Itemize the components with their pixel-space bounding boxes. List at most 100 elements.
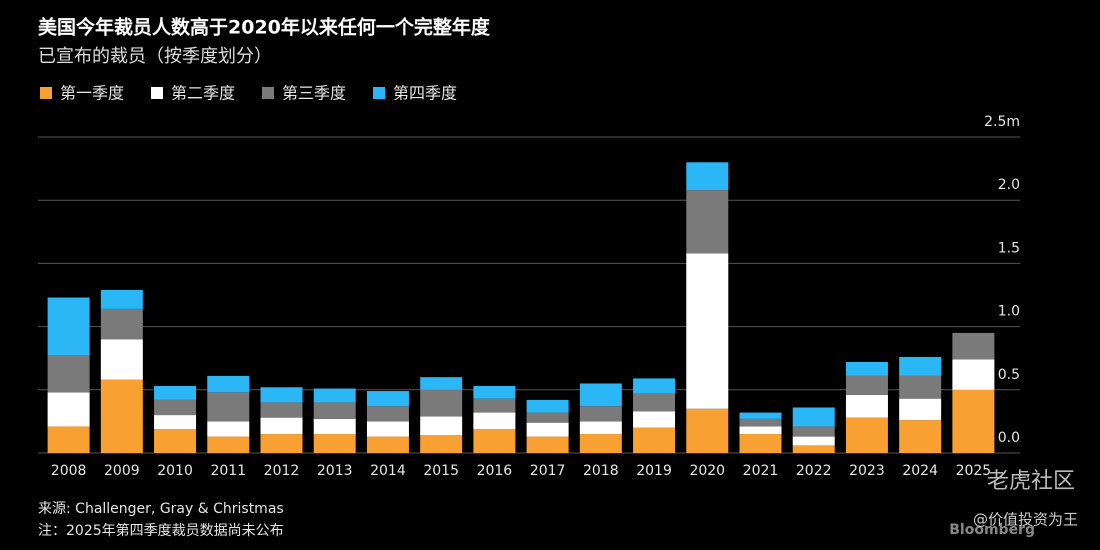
x-tick-label: 2013 xyxy=(317,463,353,479)
bar-segment xyxy=(526,436,569,453)
x-tick-label: 2018 xyxy=(583,463,619,479)
bar-segment xyxy=(473,412,516,429)
bar-segment xyxy=(739,418,782,427)
bar-segment xyxy=(899,356,942,376)
chart-title: 美国今年裁员人数高于2020年以来任何一个完整年度 xyxy=(38,16,491,39)
bar-segment xyxy=(260,434,303,453)
bar-segment xyxy=(366,436,409,453)
bar-segment xyxy=(154,415,197,429)
bar-segment xyxy=(313,402,356,419)
x-tick-label: 2019 xyxy=(636,463,672,479)
bar-segment xyxy=(792,426,835,437)
bar-segment xyxy=(579,406,622,422)
x-tick-label: 2021 xyxy=(743,463,779,479)
x-tick-label: 2016 xyxy=(477,463,513,479)
legend-label: 第一季度 xyxy=(60,84,124,103)
bar-segment xyxy=(952,359,995,390)
bar-segment xyxy=(420,389,463,417)
bar-segment xyxy=(313,418,356,435)
legend-label: 第二季度 xyxy=(171,84,235,103)
bar-segment xyxy=(686,190,729,254)
bar-segment xyxy=(100,379,143,453)
bar-segment xyxy=(420,377,463,390)
bar-segment xyxy=(845,394,888,418)
bar-segment xyxy=(739,434,782,453)
bar-segment xyxy=(686,408,729,453)
legend-label: 第三季度 xyxy=(282,84,346,103)
bar-segment xyxy=(313,388,356,403)
legend-swatch xyxy=(373,87,385,99)
bar-segment xyxy=(207,375,250,393)
bar-segment xyxy=(899,375,942,399)
bar-segment xyxy=(633,427,676,453)
bar-segment xyxy=(100,339,143,380)
bar-segment xyxy=(952,332,995,360)
bar-segment xyxy=(366,406,409,422)
x-tick-label: 2014 xyxy=(370,463,406,479)
bar-segment xyxy=(686,253,729,409)
bar-segment xyxy=(313,434,356,453)
bar-segment xyxy=(473,428,516,453)
legend-swatch xyxy=(40,87,52,99)
x-tick-label: 2025 xyxy=(956,463,992,479)
x-tick-label: 2009 xyxy=(104,463,140,479)
bar-segment xyxy=(420,435,463,453)
bar-segment xyxy=(579,421,622,435)
x-tick-label: 2020 xyxy=(689,463,725,479)
bar-segment xyxy=(579,434,622,453)
bar-segment xyxy=(473,386,516,399)
y-tick-label: 0.0 xyxy=(998,430,1020,446)
y-tick-label: 1.5 xyxy=(998,240,1020,256)
bar-segment xyxy=(47,392,90,427)
bar-segment xyxy=(686,162,729,191)
chart-subtitle: 已宣布的裁员（按季度划分） xyxy=(38,46,272,67)
y-tick-label: 1.0 xyxy=(998,304,1020,320)
bar-segment xyxy=(952,389,995,453)
credit: @价值投资为王 xyxy=(973,511,1078,529)
bar-segment xyxy=(154,386,197,400)
bar-segment xyxy=(633,378,676,394)
bar-segment xyxy=(845,375,888,395)
bar-segment xyxy=(845,417,888,453)
bar-segment xyxy=(739,426,782,435)
bar-segment xyxy=(207,421,250,437)
bar-segment xyxy=(260,417,303,435)
y-tick-label: 2.5m xyxy=(984,114,1020,130)
legend-swatch xyxy=(262,87,274,99)
bar-segment xyxy=(899,420,942,453)
bar-segment xyxy=(207,392,250,422)
bar-segment xyxy=(260,387,303,403)
bar-segment xyxy=(154,428,197,453)
bar-segment xyxy=(154,399,197,416)
bar-segment xyxy=(792,445,835,453)
legend-label: 第四季度 xyxy=(393,84,457,103)
bar-segment xyxy=(100,308,143,340)
x-tick-label: 2015 xyxy=(423,463,459,479)
legend-swatch xyxy=(151,87,163,99)
bar-segment xyxy=(473,398,516,413)
bar-segment xyxy=(633,411,676,428)
x-tick-label: 2010 xyxy=(157,463,193,479)
bar-segment xyxy=(792,407,835,427)
bar-segment xyxy=(526,412,569,423)
bar-segment xyxy=(845,361,888,376)
bar-segment xyxy=(420,416,463,436)
bar-segment xyxy=(526,399,569,413)
bar-segment xyxy=(739,412,782,419)
bar-segment xyxy=(579,383,622,407)
bar-segment xyxy=(366,391,409,407)
source: 来源: Challenger, Gray & Christmas xyxy=(38,501,284,517)
bar-segment xyxy=(260,402,303,418)
bar-segment xyxy=(633,393,676,412)
x-tick-label: 2024 xyxy=(902,463,938,479)
brand: Bloomberg xyxy=(949,522,1035,538)
y-tick-label: 0.5 xyxy=(998,367,1020,383)
bar-segment xyxy=(366,421,409,437)
y-tick-label: 2.0 xyxy=(998,177,1020,193)
bar-segment xyxy=(47,297,90,356)
note: 注：2025年第四季度裁员数据尚未公布 xyxy=(38,522,284,539)
bar-segment xyxy=(100,289,143,309)
bar-segment xyxy=(526,422,569,437)
